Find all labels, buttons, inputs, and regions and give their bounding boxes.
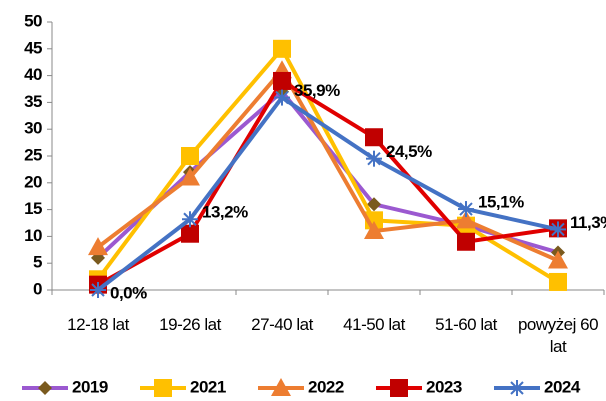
marker: [548, 250, 568, 269]
series: [90, 89, 566, 298]
line: [96, 68, 559, 263]
x-tick-label: powyżej 60 lat: [517, 315, 599, 356]
x-tick-label: 51-60 lat: [435, 315, 497, 334]
legend-label: 2019: [72, 377, 108, 396]
data-label: 24,5%: [386, 142, 432, 161]
marker: [456, 210, 476, 229]
marker: [367, 197, 381, 212]
marker: [154, 379, 172, 397]
marker: [274, 89, 290, 106]
y-tick-label: 20: [24, 172, 42, 191]
line: [96, 46, 560, 284]
line: [96, 89, 559, 260]
y-tick-label: 30: [24, 119, 42, 138]
y-tick-label: 35: [24, 92, 42, 111]
line: [96, 95, 559, 292]
series: [89, 71, 567, 294]
marker: [90, 282, 106, 298]
line: [97, 78, 559, 287]
y-tick-label: 15: [24, 199, 42, 218]
marker-stroke: [91, 283, 105, 297]
marker: [457, 232, 475, 251]
legend-label: 2022: [308, 377, 344, 396]
marker-stroke: [510, 381, 524, 395]
marker: [365, 128, 383, 147]
marker: [458, 201, 474, 218]
y-tick-label: 50: [24, 11, 42, 30]
y-tick-label: 10: [24, 226, 42, 245]
x-tick-label: 12-18 lat: [67, 315, 129, 334]
legend-label: 2021: [190, 377, 226, 396]
x-tick-label: 19-26 lat: [159, 315, 221, 334]
marker: [181, 224, 199, 243]
data-label: 11,3%: [570, 213, 606, 232]
marker: [88, 237, 108, 256]
marker-stroke: [275, 90, 289, 105]
y-tick-label: 0: [33, 279, 42, 298]
data-label: 13,2%: [202, 203, 248, 222]
marker: [549, 272, 567, 291]
marker: [273, 71, 291, 90]
marker: [273, 39, 291, 58]
marker: [366, 150, 382, 167]
marker-stroke: [551, 222, 565, 237]
marker: [271, 378, 291, 396]
y-tick-label: 25: [24, 145, 42, 164]
legend-label: 2023: [426, 377, 462, 396]
marker: [38, 381, 52, 395]
marker-stroke: [183, 212, 197, 226]
series: [89, 39, 567, 291]
x-tick-label: 41-50 lat: [343, 315, 405, 334]
marker-stroke: [459, 202, 473, 216]
data-label: 15,1%: [478, 193, 524, 212]
marker: [390, 379, 408, 397]
y-tick-label: 40: [24, 65, 42, 84]
marker: [364, 221, 384, 240]
marker: [550, 221, 566, 238]
marker: [181, 147, 199, 165]
marker: [182, 211, 198, 228]
data-label: 35,9%: [294, 81, 340, 100]
y-tick-label: 5: [33, 253, 42, 272]
data-label: 0,0%: [110, 283, 147, 302]
legend-label: 2024: [544, 377, 581, 396]
x-tick-label: 27-40 lat: [251, 315, 313, 334]
marker: [509, 380, 525, 396]
marker-stroke: [367, 151, 381, 166]
marker: [180, 167, 200, 186]
y-tick-label: 45: [24, 38, 42, 57]
